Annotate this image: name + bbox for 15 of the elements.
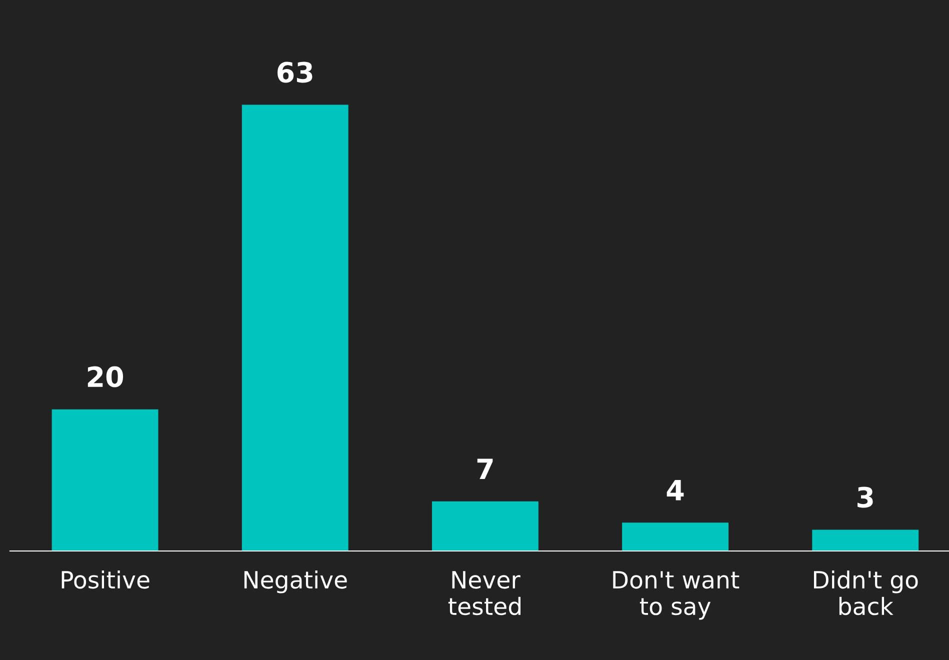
data-label: 3	[858, 486, 873, 508]
data-label: 20	[88, 366, 124, 388]
bar	[242, 104, 348, 551]
bar	[52, 409, 158, 551]
x-tick-label: Never tested	[448, 571, 520, 616]
bar	[622, 522, 729, 551]
x-tick-label: Didn't go back	[814, 570, 918, 616]
data-label: 4	[666, 480, 684, 500]
x-tick-label: Don't want to say	[613, 571, 740, 620]
x-tick-label: Negative	[244, 570, 347, 594]
bar	[812, 530, 919, 551]
x-tick-label: Positive	[62, 570, 150, 589]
bar	[432, 501, 538, 551]
data-label: 63	[278, 62, 312, 83]
data-label: 7	[477, 458, 493, 479]
